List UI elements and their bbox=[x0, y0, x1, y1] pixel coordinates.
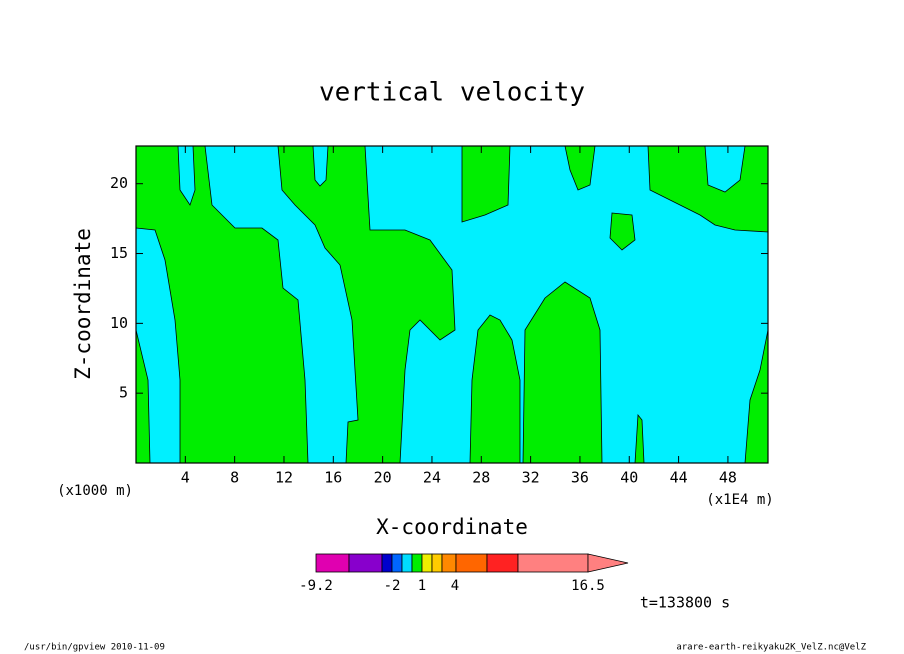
annotation: t=133800 s bbox=[640, 594, 730, 612]
colorbar-swatch bbox=[391, 553, 403, 573]
x-tick-label: 4 bbox=[181, 469, 190, 487]
positive-region bbox=[609, 212, 636, 251]
x-tick-label: 40 bbox=[620, 469, 638, 487]
footer-left: /usr/bin/gpview 2010-11-09 bbox=[24, 643, 165, 653]
colorbar-swatch bbox=[441, 553, 457, 573]
colorbar-swatch bbox=[401, 553, 413, 573]
colorbar-label: -9.2 bbox=[299, 578, 333, 594]
y-tick-label: 20 bbox=[110, 174, 128, 192]
y-axis-label: Z-coordinate bbox=[71, 228, 95, 380]
x-tick-label: 44 bbox=[670, 469, 688, 487]
colorbar-swatch bbox=[431, 553, 443, 573]
negative-region bbox=[312, 145, 329, 187]
x-unit-right: (x1E4 m) bbox=[706, 492, 773, 508]
x-tick-label: 12 bbox=[275, 469, 293, 487]
colorbar: -9.2 -2 1 4 16.5 bbox=[299, 553, 629, 594]
colorbar-swatch bbox=[411, 553, 423, 573]
colorbar-swatch bbox=[315, 553, 350, 573]
colorbar-swatch bbox=[517, 553, 589, 573]
y-tick-label: 10 bbox=[110, 314, 128, 332]
x-tick-label: 24 bbox=[423, 469, 441, 487]
x-tick-label: 16 bbox=[324, 469, 342, 487]
x-tick-label: 36 bbox=[571, 469, 589, 487]
y-tick-label: 15 bbox=[110, 244, 128, 262]
x-tick-label: 28 bbox=[472, 469, 490, 487]
colorbar-label: 4 bbox=[451, 578, 459, 594]
colorbar-extend bbox=[587, 553, 629, 573]
chart-title: vertical velocity bbox=[319, 78, 585, 108]
x-axis-label: X-coordinate bbox=[376, 515, 528, 539]
colorbar-swatch bbox=[455, 553, 488, 573]
negative-region bbox=[135, 227, 181, 464]
footer-right: arare-earth-reikyaku2K_VelZ.nc@VelZ bbox=[676, 643, 866, 653]
x-tick-label: 20 bbox=[374, 469, 392, 487]
plot-frame bbox=[135, 145, 769, 464]
colorbar-label: 1 bbox=[418, 578, 426, 594]
colorbar-swatch bbox=[381, 553, 393, 573]
y-tick-label: 5 bbox=[119, 384, 128, 402]
x-tick-label: 32 bbox=[522, 469, 540, 487]
x-unit-left: (x1000 m) bbox=[57, 483, 133, 499]
colorbar-swatch bbox=[421, 553, 433, 573]
x-tick-label: 48 bbox=[719, 469, 737, 487]
colorbar-swatch bbox=[486, 553, 519, 573]
x-tick-label: 8 bbox=[230, 469, 239, 487]
contour-field bbox=[135, 145, 769, 464]
negative-region bbox=[204, 145, 359, 464]
colorbar-label: -2 bbox=[384, 578, 401, 594]
colorbar-label: 16.5 bbox=[571, 578, 605, 594]
colorbar-swatch bbox=[348, 553, 383, 573]
